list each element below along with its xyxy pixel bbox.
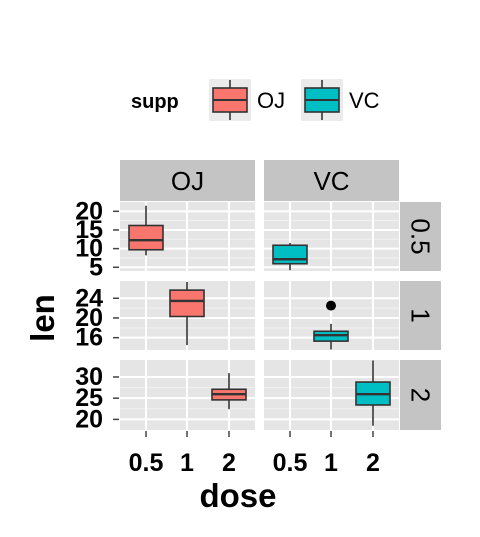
x-tick-label: 2 (366, 449, 380, 477)
strip-bg (120, 160, 255, 201)
legend-title: supp (131, 91, 179, 113)
strip-bg (400, 202, 441, 271)
legend-item-vc: VC (301, 79, 380, 121)
box-iqr (128, 224, 164, 251)
legend-item-oj: OJ (209, 79, 285, 121)
box-vc-2 (355, 360, 391, 426)
strip-label: 0.5 (406, 218, 436, 254)
panel-vc-1 (264, 281, 399, 350)
outlier-point (326, 300, 336, 311)
x-axis-title: dose (199, 477, 276, 514)
y-tick-label: 30 (75, 363, 103, 391)
legend-label: VC (349, 88, 380, 113)
x-tick-label: 0.5 (273, 449, 308, 477)
strip-vc: VC (264, 160, 399, 201)
strip-label: OJ (171, 166, 204, 196)
y-tick-label: 15 (75, 216, 103, 244)
box-iqr (169, 289, 205, 318)
strip-label: 1 (406, 308, 436, 322)
strip-bg (264, 160, 399, 201)
facet-panels (120, 202, 399, 430)
x-tick-label: 0.5 (129, 449, 164, 477)
legend: supp OJ VC (131, 79, 380, 121)
panel-oj-1 (120, 281, 255, 350)
panel-oj-2 (120, 360, 255, 430)
strip-bg (400, 281, 441, 350)
strip-label: VC (313, 166, 349, 196)
strip-dose-0.5: 0.5 (400, 202, 441, 271)
strip-bg (400, 360, 441, 430)
x-tick-label: 2 (222, 449, 236, 477)
y-tick-label: 20 (75, 405, 103, 433)
box-iqr (272, 244, 308, 265)
y-tick-label: 5 (89, 253, 103, 281)
strip-dose-1: 1 (400, 281, 441, 350)
box-oj-0.5 (128, 205, 164, 256)
box-oj-2 (211, 373, 247, 410)
x-tick-label: 1 (180, 449, 194, 477)
legend-label: OJ (257, 88, 285, 113)
y-tick-label: 16 (75, 324, 103, 352)
strip-dose-2: 2 (400, 360, 441, 430)
box-oj-1 (169, 281, 205, 346)
box-vc-0.5 (272, 243, 308, 271)
y-tick-label: 20 (75, 197, 103, 225)
y-tick-label: 25 (75, 384, 103, 412)
y-axis-title: len (24, 294, 61, 342)
box-vc-1 (313, 300, 349, 350)
panel-vc-2 (264, 360, 399, 430)
y-tick-label: 24 (75, 284, 103, 312)
y-tick-label: 10 (75, 235, 103, 263)
x-axes: 0.5 1 2 0.5 1 2 (129, 431, 380, 477)
panel-oj-0.5 (120, 202, 255, 271)
y-tick-label: 20 (75, 304, 103, 332)
strip-oj: OJ (120, 160, 255, 201)
panel-vc-0.5 (264, 202, 399, 271)
strip-label: 2 (406, 388, 436, 402)
x-tick-label: 1 (324, 449, 338, 477)
facet-strips: OJ VC 0.5 1 2 (120, 160, 441, 430)
